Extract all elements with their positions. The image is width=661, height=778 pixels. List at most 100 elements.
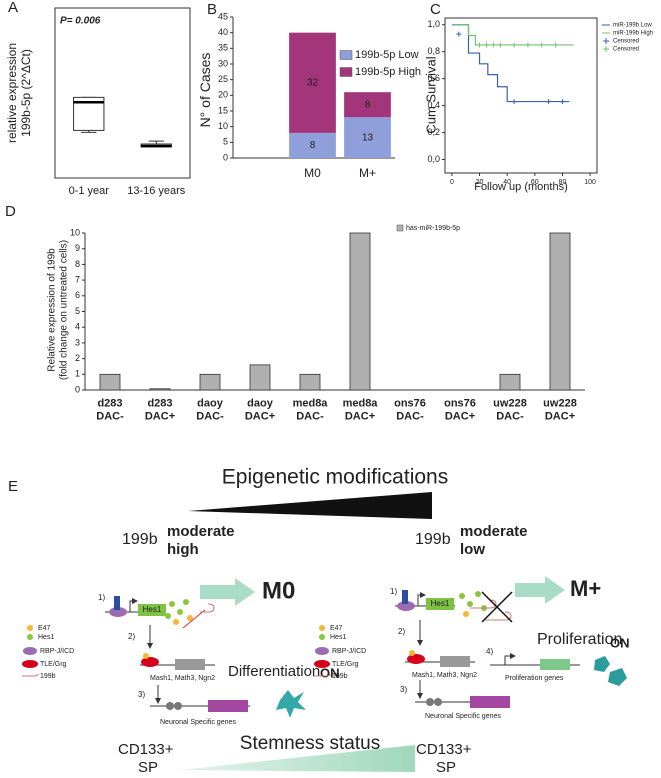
outcome-label: Proliferation <box>537 631 622 648</box>
x-tick-label: 20 <box>476 179 484 186</box>
plot-frame <box>54 7 191 179</box>
censor-mark <box>553 42 559 48</box>
left-scheme: Hes1 1) M0 E47 Hes1 RBP-J/ICD TLE/Grg 19… <box>22 577 340 726</box>
hairpin <box>200 603 215 613</box>
level-label: moderate <box>167 523 235 540</box>
cell <box>594 656 610 672</box>
state-label: ON <box>610 635 630 650</box>
legend-icon <box>23 647 37 655</box>
step-label: 1) <box>98 593 105 602</box>
censor-mark <box>546 99 552 105</box>
bar <box>299 373 321 391</box>
step-label: 4) <box>486 647 493 656</box>
censor-mark <box>525 42 531 48</box>
stage-label: M+ <box>570 576 601 601</box>
x-tick-label: M+ <box>358 166 377 181</box>
censor-mark <box>511 42 517 48</box>
bar <box>349 232 371 391</box>
bar <box>289 132 336 158</box>
x-tick-label: 0-1 year <box>69 185 110 197</box>
neuron <box>276 690 306 718</box>
gene-box <box>175 659 205 670</box>
legend-label: 199b <box>332 673 348 680</box>
censor-mark <box>497 42 503 48</box>
legend-label: Censored <box>613 47 639 53</box>
x-tick-label: M0 <box>304 166 321 181</box>
legend-icon <box>319 634 325 640</box>
legend-icon <box>22 660 38 668</box>
dot <box>183 599 189 605</box>
censor-mark <box>490 42 496 48</box>
x-tick-label: 60 <box>531 179 539 186</box>
censor-mark <box>539 42 545 48</box>
rbpj <box>397 601 415 611</box>
x-axis-label: Follow up (months) <box>474 181 568 193</box>
gene-box <box>426 598 454 610</box>
legend-icon <box>315 647 329 655</box>
y-axis-label: relative expression 199b-5p (2^ΔCt) <box>5 42 33 144</box>
panel-label: D <box>5 203 16 220</box>
gene-label: Hes1 <box>143 605 162 614</box>
legend-icon <box>22 673 39 677</box>
y-axis-label: N° of Cases <box>196 52 213 128</box>
icd <box>114 596 120 610</box>
legend-icon <box>314 660 330 668</box>
value-label: 32 <box>307 77 319 88</box>
legend-label: Hes1 <box>38 634 54 641</box>
legend-label: 199b-5p High <box>355 66 421 78</box>
legend-label: Hes1 <box>330 634 346 641</box>
value-label: 8 <box>365 99 371 110</box>
diagram-title: Epigenetic modifications <box>222 466 448 489</box>
bar <box>199 373 221 391</box>
y-tick-label: 2 <box>75 353 80 363</box>
legend-label: E47 <box>38 625 51 632</box>
dot <box>463 611 469 617</box>
bar <box>344 92 391 118</box>
level-label: low <box>460 541 485 558</box>
mirna-label: 199b <box>122 531 158 548</box>
x-tick-label: d283 DAC- <box>96 397 124 422</box>
legend-swatch <box>603 38 609 44</box>
y-tick-label: 35 <box>218 43 228 53</box>
value-label: 13 <box>362 132 374 143</box>
y-axis-label: Cum Survival <box>423 56 439 134</box>
rbpj <box>109 607 127 617</box>
survival-line <box>451 24 574 46</box>
state-label: ON <box>320 665 340 680</box>
y-tick-label: 0,0 <box>427 154 440 164</box>
legend-label: TLE/Grg <box>332 661 359 668</box>
icd <box>402 590 408 604</box>
marker-label: SP <box>138 759 158 776</box>
censor-mark <box>559 99 565 105</box>
annotation: P= 0.006 <box>60 16 101 27</box>
outcome-label: Differentiation <box>228 663 320 680</box>
step-label: 2) <box>398 627 405 636</box>
x-tick-label: ons76 DAC+ <box>444 397 476 422</box>
dot <box>187 615 193 621</box>
y-tick-label: 4 <box>75 322 80 332</box>
value-label: 8 <box>310 140 316 151</box>
dot <box>467 601 473 607</box>
dot <box>165 613 171 619</box>
gene-box <box>540 659 570 670</box>
dot <box>434 698 442 706</box>
gene-box <box>138 604 166 616</box>
legend-swatch <box>603 46 609 52</box>
panel-label: B <box>207 1 217 18</box>
legend-label: miR-199b High <box>613 31 653 37</box>
dot <box>409 650 415 656</box>
tle <box>141 657 159 667</box>
y-tick-label: 0 <box>75 384 80 394</box>
step-label: 3) <box>400 685 407 694</box>
step-label: 1) <box>390 587 397 596</box>
y-tick-label: 40 <box>218 27 228 37</box>
y-tick-label: 20 <box>218 90 228 100</box>
censor-mark <box>456 31 462 37</box>
dot <box>177 609 183 615</box>
plot-frame <box>444 17 598 174</box>
dot <box>166 702 174 710</box>
y-tick-label: 7 <box>75 274 80 284</box>
arrow <box>129 598 138 612</box>
y-tick-label: 5 <box>75 306 80 316</box>
